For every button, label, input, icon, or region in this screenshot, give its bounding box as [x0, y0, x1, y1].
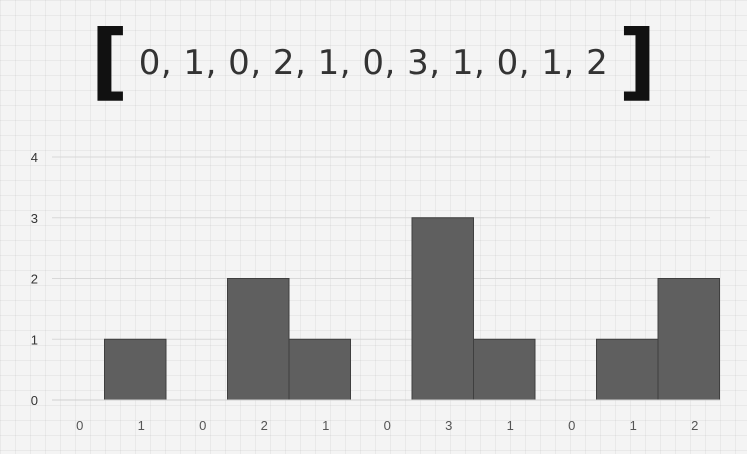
x-tick-label: 2	[261, 418, 268, 433]
bar	[596, 338, 659, 401]
x-tick-label: 2	[691, 418, 698, 433]
array-text: 0, 1, 0, 2, 1, 0, 3, 1, 0, 1, 2	[138, 43, 609, 83]
y-tick-label: 2	[31, 272, 38, 287]
y-tick-label: 0	[31, 393, 38, 408]
x-tick-label: 3	[445, 418, 452, 433]
bar	[288, 338, 351, 401]
bar	[227, 278, 290, 401]
y-tick-label: 1	[31, 332, 38, 347]
bar	[104, 338, 167, 401]
bar	[473, 338, 536, 401]
x-tick-label: 1	[630, 418, 637, 433]
x-tick-label: 0	[76, 418, 83, 433]
x-tick-label: 0	[384, 418, 391, 433]
array-title: [ 0, 1, 0, 2, 1, 0, 3, 1, 0, 1, 2 ]	[0, 12, 747, 110]
x-tick-label: 1	[507, 418, 514, 433]
bar	[411, 217, 474, 401]
x-tick-label: 0	[199, 418, 206, 433]
bar	[657, 278, 720, 401]
right-bracket: ]	[618, 12, 657, 110]
y-tick-label: 3	[31, 211, 38, 226]
left-bracket: [	[90, 12, 129, 110]
x-tick-label: 0	[568, 418, 575, 433]
y-tick-label: 4	[31, 150, 38, 165]
x-tick-label: 1	[322, 418, 329, 433]
x-tick-label: 1	[138, 418, 145, 433]
